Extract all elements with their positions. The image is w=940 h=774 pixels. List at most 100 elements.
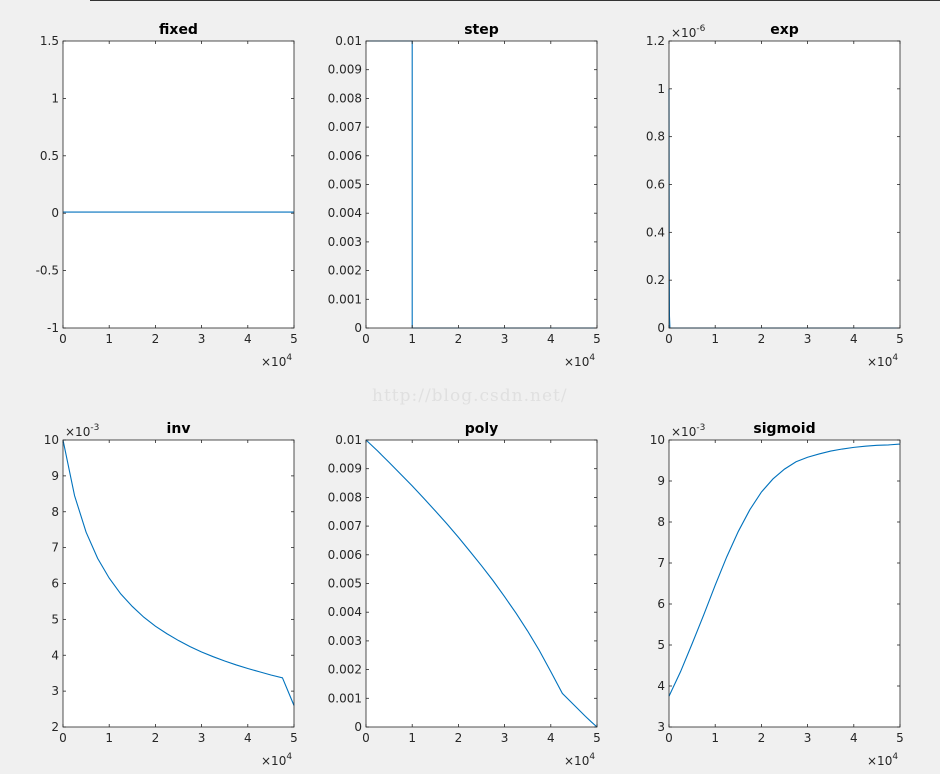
y-tick-label: 0.8 — [646, 130, 665, 144]
y-tick-label: 1 — [657, 82, 665, 96]
axes-box — [62, 40, 295, 329]
x-tick-label: 0 — [362, 731, 370, 745]
x-tick-label: 5 — [593, 731, 601, 745]
x-tick-label: 1 — [105, 731, 113, 745]
y-tick-label: 4 — [657, 679, 665, 693]
subplot-title: inv — [167, 421, 191, 437]
plot-area — [366, 41, 597, 328]
y-tick-label: 0.4 — [646, 225, 665, 239]
subplot-title: sigmoid — [753, 421, 815, 437]
plot-area — [63, 440, 294, 727]
y-tick-label: 1.5 — [40, 34, 59, 48]
x-tick-label: 5 — [896, 731, 904, 745]
subplot-title: fixed — [159, 22, 198, 38]
y-exponent-label: ×10-3 — [671, 423, 705, 439]
y-tick-label: 10 — [44, 433, 59, 447]
y-tick-label: 0.001 — [328, 292, 362, 306]
series-line — [62, 439, 295, 706]
figure-top-edge — [90, 0, 940, 1]
y-tick-label: 0.5 — [40, 149, 59, 163]
x-tick-label: 1 — [711, 731, 719, 745]
x-tick-label: 5 — [896, 332, 904, 346]
y-tick-label: 5 — [51, 612, 59, 626]
subplot-inv: 0 1 2 3 4 5 2 3 4 5 6 7 8 9 10 inv ×104 ×10-3 — [44, 421, 298, 768]
y-tick-label: 0.003 — [328, 235, 362, 249]
y-tick-label: 0 — [354, 321, 362, 335]
subplot-title: poly — [465, 421, 499, 437]
x-tick-label: 2 — [152, 731, 160, 745]
subplot-poly: 0 1 2 3 4 5 0 0.001 0.002 0.003 0.004 0.005 0.006 0.0… — [328, 421, 601, 768]
x-tick-label: 0 — [665, 332, 673, 346]
series-line — [365, 439, 598, 728]
y-tick-label: 8 — [657, 515, 665, 529]
y-tick-label: 0.01 — [335, 34, 362, 48]
x-tick-label: 5 — [290, 731, 298, 745]
y-tick-label: 0.005 — [328, 178, 362, 192]
y-tick-label: 0.004 — [328, 605, 362, 619]
subplot-fixed: 0 1 2 3 4 5 -1 -0.5 0 0.5 1 1.5 fixed ×104 — [36, 22, 298, 369]
x-tick-label: 3 — [804, 731, 812, 745]
plot-area — [669, 440, 900, 727]
x-tick-label: 4 — [850, 731, 858, 745]
subplot-title: exp — [770, 22, 799, 38]
y-tick-label: 4 — [51, 648, 59, 662]
y-tick-label: 1.2 — [646, 34, 665, 48]
y-tick-label: 3 — [657, 720, 665, 734]
y-tick-label: -1 — [47, 321, 59, 335]
y-tick-label: 0 — [354, 720, 362, 734]
x-tick-label: 2 — [455, 731, 463, 745]
x-tick-label: 4 — [547, 332, 555, 346]
x-tick-label: 5 — [290, 332, 298, 346]
x-exponent-label: ×104 — [261, 353, 292, 369]
subplot-sigmoid: 0 1 2 3 4 5 3 4 5 6 7 8 9 10 sigmoid ×104 ×10-3 — [650, 421, 904, 768]
x-exponent-label: ×104 — [867, 752, 898, 768]
x-tick-label: 1 — [105, 332, 113, 346]
y-tick-label: 0.005 — [328, 577, 362, 591]
x-tick-label: 0 — [665, 731, 673, 745]
y-tick-label: 0.006 — [328, 149, 362, 163]
y-tick-label: 5 — [657, 638, 665, 652]
plot-area — [366, 440, 597, 727]
series-line — [668, 443, 901, 697]
watermark: http://blog.csdn.net/ — [372, 386, 568, 406]
x-tick-label: 2 — [758, 332, 766, 346]
x-tick-label: 0 — [362, 332, 370, 346]
y-tick-label: 0.2 — [646, 273, 665, 287]
y-tick-label: 0.002 — [328, 663, 362, 677]
axes-box — [668, 439, 901, 728]
y-tick-label: 0.002 — [328, 264, 362, 278]
x-tick-label: 0 — [59, 332, 67, 346]
y-tick-label: 0.001 — [328, 691, 362, 705]
x-tick-label: 2 — [758, 731, 766, 745]
y-tick-label: 7 — [657, 556, 665, 570]
y-exponent-label: ×10-3 — [65, 423, 99, 439]
x-tick-label: 2 — [455, 332, 463, 346]
x-tick-label: 0 — [59, 731, 67, 745]
y-tick-label: 0.007 — [328, 120, 362, 134]
y-tick-label: 6 — [51, 577, 59, 591]
x-tick-label: 3 — [501, 332, 509, 346]
y-tick-label: 10 — [650, 433, 665, 447]
x-tick-label: 2 — [152, 332, 160, 346]
y-tick-label: 0.007 — [328, 519, 362, 533]
x-tick-label: 5 — [593, 332, 601, 346]
plot-area — [63, 41, 294, 328]
y-tick-label: 0.003 — [328, 634, 362, 648]
x-tick-label: 1 — [711, 332, 719, 346]
x-tick-label: 1 — [408, 731, 416, 745]
subplot-step: 0 1 2 3 4 5 0 0.001 0.002 0.003 0.004 0.005 0.006 0.0… — [328, 22, 601, 369]
y-tick-label: 6 — [657, 597, 665, 611]
subplot-title: step — [464, 22, 499, 38]
y-tick-label: 2 — [51, 720, 59, 734]
y-tick-label: 0.008 — [328, 490, 362, 504]
y-tick-label: -0.5 — [36, 264, 59, 278]
y-tick-label: 0.6 — [646, 178, 665, 192]
x-tick-label: 3 — [804, 332, 812, 346]
x-tick-label: 4 — [547, 731, 555, 745]
x-tick-label: 4 — [244, 731, 252, 745]
y-tick-label: 0.004 — [328, 206, 362, 220]
y-tick-label: 3 — [51, 684, 59, 698]
y-tick-label: 1 — [51, 91, 59, 105]
x-exponent-label: ×104 — [564, 353, 595, 369]
